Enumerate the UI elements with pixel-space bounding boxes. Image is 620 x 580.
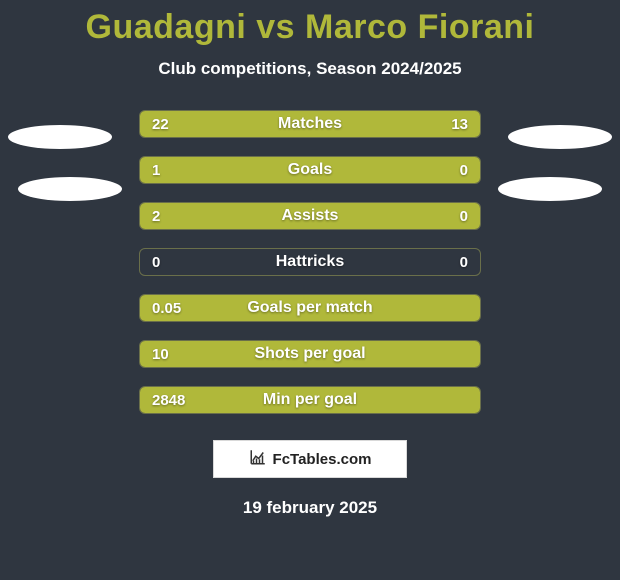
chart-icon: [249, 448, 267, 471]
stat-row-hattricks: 0 Hattricks 0: [139, 248, 481, 276]
stat-fill-right: [354, 111, 480, 137]
stat-fill-right: [402, 203, 480, 229]
stat-fill-left: [140, 157, 402, 183]
stat-fill-right: [402, 157, 480, 183]
source-badge: FcTables.com: [213, 440, 407, 478]
stat-value-right: 0: [460, 249, 468, 275]
stat-row-assists: 2 Assists 0: [139, 202, 481, 230]
page-title: Guadagni vs Marco Fiorani: [0, 0, 620, 47]
source-badge-label: FcTables.com: [273, 451, 372, 468]
stat-row-goals-per-match: 0.05 Goals per match: [139, 294, 481, 322]
stat-row-goals: 1 Goals 0: [139, 156, 481, 184]
comparison-chart: 22 Matches 13 1 Goals 0 2 Assists 0 0 Ha…: [0, 110, 620, 432]
stat-fill-left: [140, 341, 480, 367]
stat-row-min-per-goal: 2848 Min per goal: [139, 386, 481, 414]
stat-label: Hattricks: [140, 249, 480, 275]
generated-date: 19 february 2025: [0, 498, 620, 518]
stat-fill-left: [140, 295, 480, 321]
stat-row-shots-per-goal: 10 Shots per goal: [139, 340, 481, 368]
page-subtitle: Club competitions, Season 2024/2025: [0, 59, 620, 79]
stat-value-left: 0: [152, 249, 160, 275]
stat-fill-left: [140, 387, 480, 413]
stat-fill-left: [140, 111, 354, 137]
stat-row-matches: 22 Matches 13: [139, 110, 481, 138]
stat-fill-left: [140, 203, 402, 229]
